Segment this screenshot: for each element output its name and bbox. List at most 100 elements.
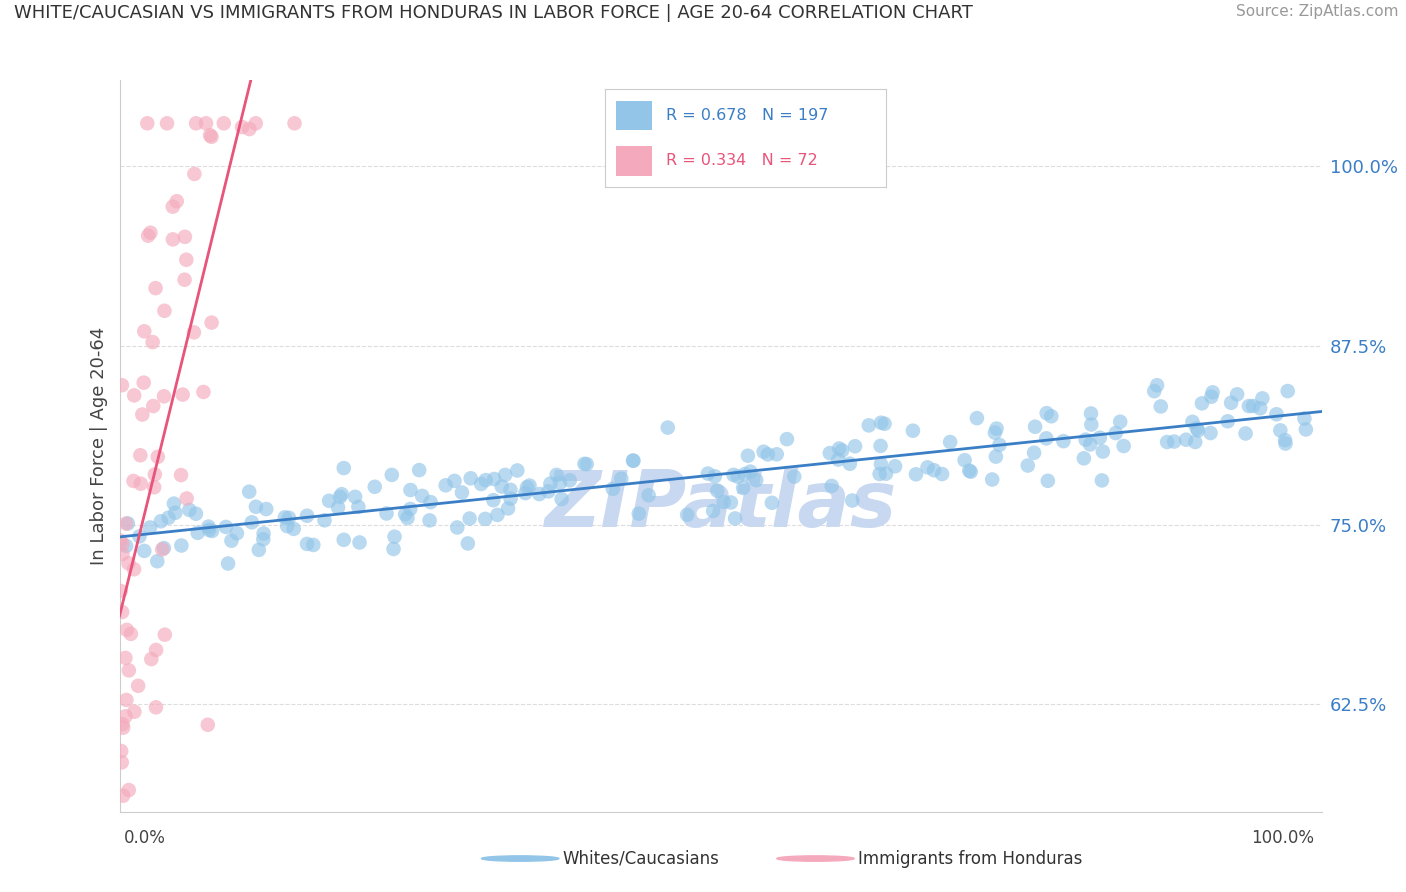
Point (1022, 446, 1045, 460)
Point (108, 533, 131, 548)
Point (364, 480, 387, 494)
Point (131, 408, 153, 422)
Point (1270, 423, 1292, 437)
Point (1156, 435, 1178, 450)
Point (344, 490, 367, 504)
Point (953, 453, 976, 467)
Point (443, 474, 465, 488)
Point (162, 200, 184, 214)
Point (1074, 433, 1097, 447)
Point (1226, 387, 1249, 401)
Point (142, 335, 165, 350)
Point (939, 435, 962, 450)
Point (1035, 406, 1057, 420)
Point (162, 232, 184, 246)
Point (1112, 439, 1135, 453)
Point (153, 303, 176, 318)
Point (734, 467, 756, 482)
Point (550, 492, 572, 507)
Point (515, 486, 537, 500)
Point (381, 467, 404, 482)
Point (499, 483, 522, 497)
Point (129, 476, 152, 491)
Point (111, 547, 134, 561)
Point (538, 476, 561, 491)
Point (112, 721, 135, 735)
Point (1163, 434, 1185, 449)
Point (451, 485, 474, 500)
Point (120, 627, 142, 641)
Point (548, 475, 571, 490)
Point (200, 129, 222, 144)
Point (434, 478, 457, 492)
Point (1088, 431, 1111, 445)
Point (870, 457, 893, 471)
Point (696, 467, 718, 481)
Point (201, 316, 224, 330)
Point (752, 444, 775, 458)
Point (499, 491, 522, 506)
Point (187, 525, 209, 540)
Point (1249, 401, 1271, 416)
Point (153, 628, 176, 642)
Point (115, 539, 138, 553)
Point (1073, 451, 1095, 466)
Point (519, 478, 541, 492)
Point (176, 491, 198, 506)
Point (610, 472, 633, 486)
Point (486, 508, 509, 522)
Point (917, 460, 939, 475)
Point (114, 709, 136, 723)
Point (1035, 431, 1057, 445)
Point (733, 481, 755, 495)
Point (727, 469, 749, 483)
Point (1036, 474, 1059, 488)
Point (831, 443, 853, 458)
Bar (616, 101, 652, 130)
Point (115, 516, 138, 531)
Point (332, 533, 354, 547)
Point (330, 487, 353, 501)
Point (776, 432, 799, 446)
Point (740, 465, 762, 479)
Point (706, 483, 728, 498)
Point (745, 473, 768, 487)
Point (122, 388, 145, 402)
Point (723, 467, 745, 482)
Point (111, 537, 134, 551)
Point (139, 226, 162, 240)
Point (329, 490, 352, 504)
Point (761, 496, 783, 510)
Point (118, 783, 141, 797)
Point (574, 457, 596, 471)
Point (1220, 396, 1243, 410)
Point (1241, 399, 1264, 413)
Point (217, 557, 239, 571)
Point (1078, 437, 1101, 451)
Point (318, 493, 340, 508)
Point (184, 116, 207, 130)
Point (252, 526, 274, 541)
Point (1150, 400, 1173, 414)
Point (163, 497, 186, 511)
Point (145, 643, 167, 657)
Point (460, 471, 482, 485)
Point (821, 479, 844, 493)
Point (396, 511, 419, 525)
Point (283, 522, 305, 536)
Point (184, 507, 207, 521)
Point (143, 467, 166, 482)
Point (546, 467, 568, 482)
Point (111, 717, 134, 731)
Point (506, 463, 529, 477)
Point (931, 467, 953, 481)
Point (1274, 436, 1296, 450)
Point (1080, 417, 1102, 432)
Point (112, 789, 135, 803)
Point (347, 500, 370, 514)
Point (1185, 421, 1208, 435)
Point (197, 519, 219, 533)
Point (1237, 399, 1260, 413)
Point (621, 453, 644, 467)
Point (128, 529, 150, 543)
